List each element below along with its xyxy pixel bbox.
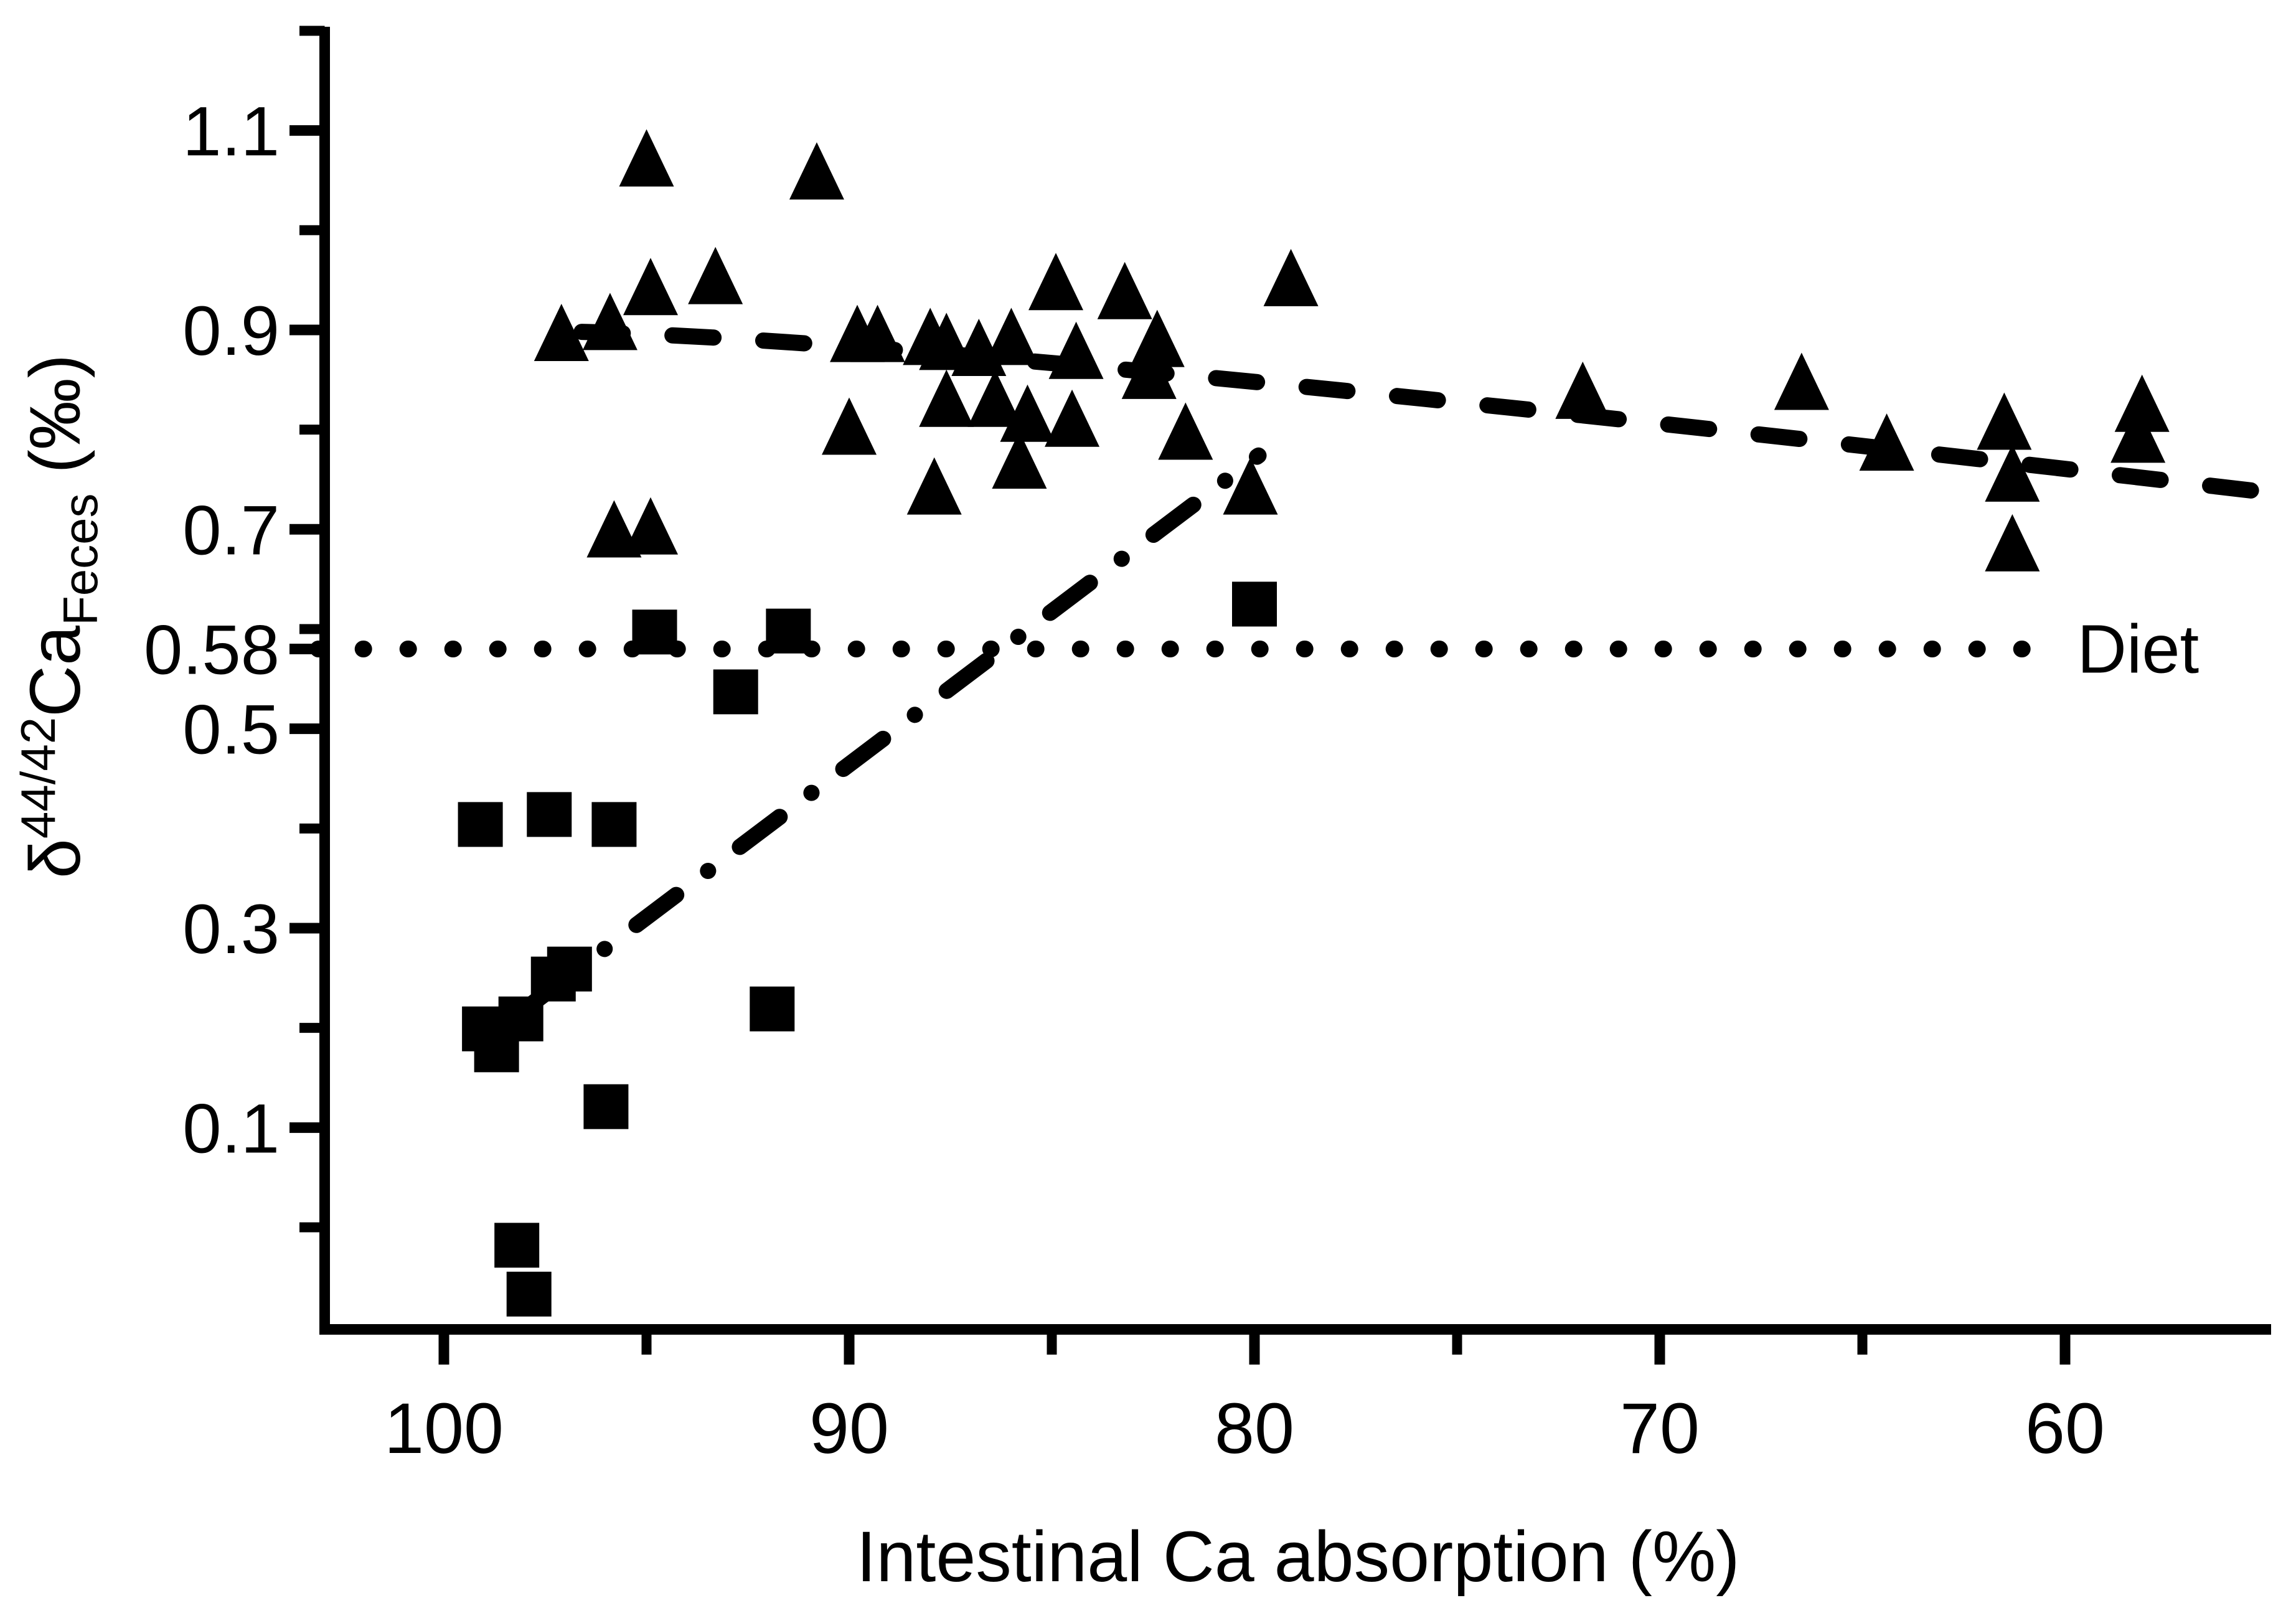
triangle-marker: [534, 303, 589, 361]
triangle-marker: [919, 369, 974, 427]
triangle-marker: [1000, 384, 1055, 442]
triangle-marker: [1859, 413, 1914, 471]
y-tick-label: 1.1: [182, 93, 280, 171]
triangle-marker: [1129, 309, 1185, 367]
square-marker: [458, 802, 503, 847]
triangle-marker: [992, 431, 1047, 489]
x-tick-label: 70: [1620, 1389, 1700, 1469]
triangle-marker: [1985, 514, 2040, 571]
square-marker: [583, 1084, 629, 1129]
triangle-marker: [1555, 361, 1611, 419]
triangle-marker: [919, 313, 974, 370]
diet-label: Diet: [2077, 611, 2200, 688]
square-marker: [474, 1027, 519, 1073]
triangle-marker: [586, 500, 642, 558]
x-axis-title: Intestinal Ca absorption (%): [856, 1517, 1739, 1597]
square-marker: [527, 792, 572, 837]
y-axis: 1.1 0.9 0.7 0.580.5 0.3 0.1: [144, 26, 330, 1335]
triangle-marker: [619, 129, 674, 187]
square-marker: [494, 1223, 540, 1268]
y-tick-label: 0.3: [182, 890, 280, 968]
trend-lines: Diet: [309, 324, 2268, 1012]
triangle-marker: [1045, 389, 1100, 447]
square-marker: [506, 1271, 552, 1317]
square-marker: [632, 609, 677, 655]
x-tick-label: 80: [1215, 1389, 1294, 1469]
triangle-marker: [850, 304, 905, 362]
triangle-marker: [789, 142, 844, 200]
x-axis: 100 90 80 70 60: [319, 1324, 2271, 1469]
triangle-marker: [1977, 392, 2032, 450]
y-tick-label: 0.5: [182, 691, 280, 769]
triangle-marker: [906, 457, 962, 515]
triangle-marker: [2114, 374, 2170, 432]
triangle-marker: [822, 397, 877, 455]
y-tick-label: 0.1: [182, 1089, 280, 1167]
square-trend-line: [525, 447, 1267, 1012]
triangle-marker: [1223, 457, 1278, 515]
y-tick-label: 0.9: [182, 292, 280, 370]
square-marker: [713, 669, 758, 715]
square-series: [458, 581, 1277, 1317]
square-marker: [750, 986, 795, 1032]
triangle-marker: [623, 497, 679, 555]
x-tick-label: 100: [384, 1389, 504, 1469]
triangle-series: [534, 129, 2170, 571]
x-tick-label: 60: [2025, 1389, 2105, 1469]
triangle-marker: [2110, 405, 2166, 463]
y-axis-title: δ44/42CaFeces (‰): [11, 354, 108, 878]
triangle-marker: [967, 369, 1023, 427]
triangle-marker: [1985, 444, 2040, 502]
triangle-marker: [1158, 402, 1213, 460]
y-tick-label: 0.58: [144, 611, 280, 689]
triangle-marker: [984, 308, 1039, 365]
triangle-marker: [582, 293, 638, 350]
square-marker: [591, 802, 637, 847]
triangle-marker: [1263, 248, 1319, 306]
triangle-marker: [1774, 352, 1829, 410]
y-tick-label: 0.7: [182, 491, 280, 569]
triangle-marker: [1028, 253, 1084, 311]
triangle-marker: [1048, 321, 1104, 379]
x-tick-label: 90: [809, 1389, 889, 1469]
square-marker: [530, 956, 576, 1002]
square-marker: [766, 608, 811, 654]
triangle-marker: [688, 247, 743, 304]
triangle-marker: [1121, 341, 1177, 399]
triangle-marker: [1097, 261, 1152, 319]
axis-titles: Intestinal Ca absorption (%) δ44/42CaFece…: [11, 354, 1740, 1597]
triangle-marker: [623, 258, 679, 316]
square-marker: [1232, 581, 1277, 627]
